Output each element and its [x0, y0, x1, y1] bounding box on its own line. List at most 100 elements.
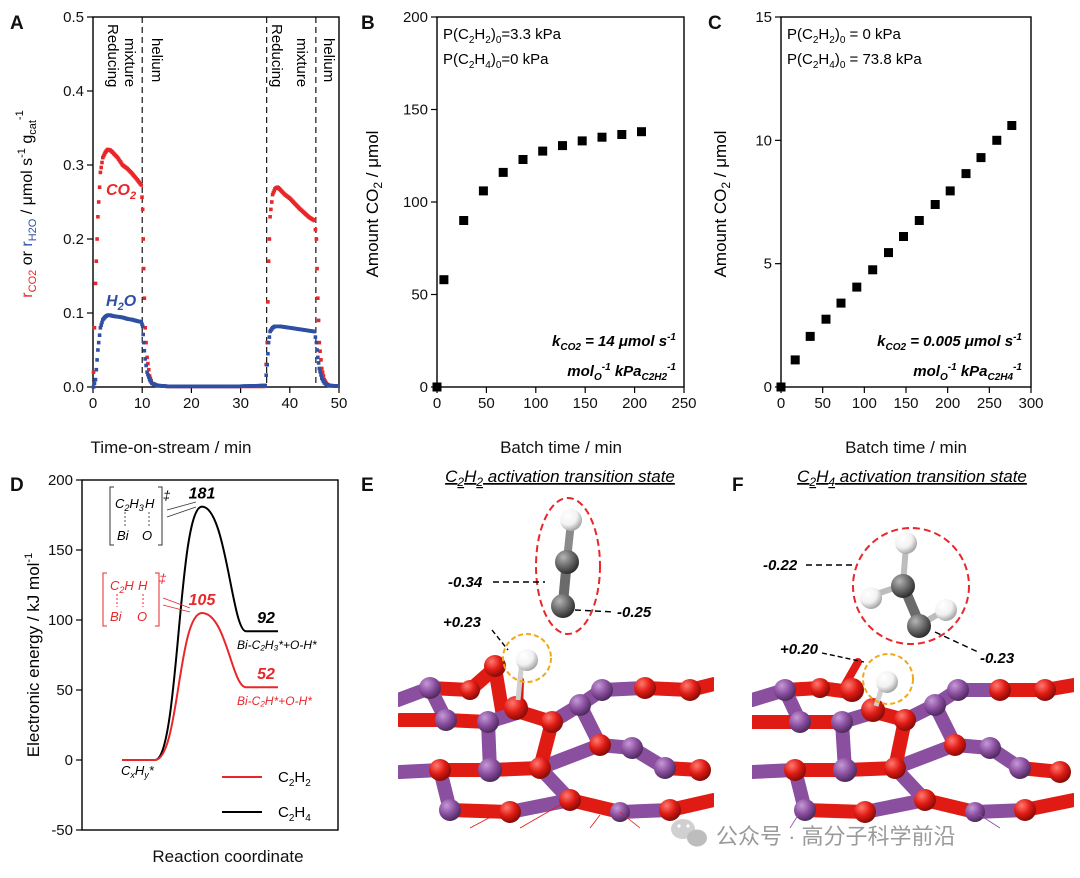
- point-h2o: [97, 333, 102, 337]
- point-co2: [146, 361, 150, 366]
- e-deep-lines: [469, 804, 641, 829]
- point-h2o: [264, 373, 268, 377]
- energy-profile-c2h4: [122, 505, 278, 761]
- data-point: [914, 216, 924, 225]
- point-h2o: [313, 335, 318, 339]
- barrier-label-c2h2: 105: [189, 592, 217, 609]
- svg-text:Bi: Bi: [110, 609, 123, 624]
- x-tick-label: 200: [935, 395, 960, 412]
- data-point: [459, 216, 469, 225]
- panel-a-marks: 0 10 20 30 40 50 0.0 0.1 0.2 0.3 0.4 0.5: [63, 9, 347, 412]
- point-co2: [267, 237, 272, 241]
- panel-c-rate-line2: molO-1 kPaC2H4-1: [913, 362, 1022, 383]
- x-tick-label: 200: [622, 395, 647, 412]
- f-charge-c-lower: -0.23: [980, 650, 1015, 667]
- point-h2o: [265, 363, 269, 367]
- point-h2o: [98, 326, 103, 330]
- point-co2: [270, 192, 275, 197]
- phase-label-helium-2: helium: [320, 38, 337, 82]
- y-tick-label: 0: [420, 379, 428, 396]
- point-co2: [271, 190, 276, 195]
- x-tick-label: 50: [331, 395, 348, 412]
- point-co2: [141, 237, 145, 241]
- point-co2: [142, 296, 147, 300]
- y-tick-label: -50: [51, 822, 73, 839]
- y-tick-label: 0.1: [63, 305, 84, 322]
- point-co2: [139, 183, 143, 187]
- e-molecule: [535, 497, 601, 635]
- f-molecule: [852, 527, 970, 645]
- y-tick-label: 15: [755, 9, 772, 26]
- svg-text:‡: ‡: [159, 571, 167, 586]
- panel-label-a: A: [10, 13, 24, 34]
- point-h2o: [266, 351, 270, 356]
- point-co2: [319, 358, 323, 362]
- panel-a-xlabel: Time-on-stream / min: [91, 438, 252, 457]
- x-tick-label: 150: [893, 395, 918, 412]
- svg-text:‡: ‡: [163, 488, 171, 503]
- series-label-h2o: H2O: [106, 293, 137, 313]
- point-h2o: [312, 329, 317, 334]
- x-tick-label: 40: [281, 395, 298, 412]
- e-adsorbed-h: [502, 633, 552, 701]
- x-tick-label: 50: [478, 395, 495, 412]
- point-h2o: [140, 324, 145, 329]
- data-point: [884, 248, 893, 258]
- y-tick-label: 50: [411, 287, 428, 304]
- point-co2: [100, 160, 104, 165]
- x-tick-label: 0: [777, 395, 785, 412]
- watermark: 公众号 · 高分子科学前沿: [671, 819, 956, 849]
- data-point: [868, 265, 878, 275]
- plot-frame: [436, 16, 685, 388]
- point-co2: [268, 215, 272, 219]
- point-h2o: [314, 340, 319, 345]
- point-co2: [140, 195, 144, 199]
- f-adsorbed-h: [862, 653, 914, 707]
- d-ts-label-c2h4: C2H3 H ‡ Bi O: [109, 486, 171, 546]
- barrier-label-c2h4: 181: [189, 486, 216, 503]
- e-surface-atoms: [419, 655, 711, 823]
- point-co2: [143, 326, 147, 330]
- y-tick-label: 0.0: [63, 379, 84, 396]
- point-co2: [320, 370, 325, 374]
- data-point: [821, 314, 831, 324]
- data-point: [577, 136, 587, 146]
- point-co2: [266, 300, 270, 304]
- point-h2o: [100, 320, 104, 325]
- y-tick-label: 100: [403, 194, 428, 211]
- point-h2o: [147, 375, 151, 379]
- point-co2: [93, 281, 98, 286]
- svg-text:O: O: [142, 528, 152, 543]
- y-tick-label: 200: [403, 9, 428, 26]
- end-label-c2h2: 52: [257, 666, 275, 683]
- phase-label-helium-1: helium: [148, 38, 165, 82]
- svg-text:C2H: C2H: [110, 578, 134, 595]
- point-h2o: [145, 370, 149, 374]
- x-tick-label: 0: [89, 395, 97, 412]
- point-co2: [96, 215, 100, 219]
- panel-label-b: B: [361, 13, 375, 34]
- product-label-c2h4: Bi-C₂H₃*+O-H*: [237, 638, 317, 652]
- point-h2o: [141, 332, 145, 337]
- panel-label-e: E: [361, 475, 374, 496]
- svg-text:O: O: [137, 609, 147, 624]
- energy-profile-c2h2: [122, 611, 278, 761]
- series-label-co2: CO2: [106, 182, 136, 202]
- panel-b-ylabel: Amount CO2 / μmol: [363, 131, 385, 278]
- plot-frame: [780, 16, 1032, 388]
- point-h2o: [92, 381, 97, 386]
- svg-text:Bi: Bi: [117, 528, 130, 543]
- panel-d-marks: -50 0 50 100 150 200 181 92 Bi-C₂H₃*+O-H* 105 52 Bi…: [48, 472, 339, 839]
- panel-b-marks: 0 50 100 150 200 250 0 50 100 150 200: [403, 9, 697, 412]
- point-h2o: [266, 340, 271, 345]
- point-co2: [94, 259, 99, 263]
- x-tick-label: 250: [671, 395, 696, 412]
- panel-c-condition-c2h4: P(C2H4)0 = 73.8 kPa: [787, 51, 922, 71]
- point-h2o: [96, 348, 100, 352]
- d-ts-label-c2h2: C2H H ‡ Bi O: [102, 571, 167, 627]
- point-co2: [315, 266, 319, 271]
- point-co2: [313, 227, 318, 232]
- point-co2: [98, 170, 103, 175]
- point-h2o: [316, 361, 321, 365]
- data-point: [538, 146, 548, 156]
